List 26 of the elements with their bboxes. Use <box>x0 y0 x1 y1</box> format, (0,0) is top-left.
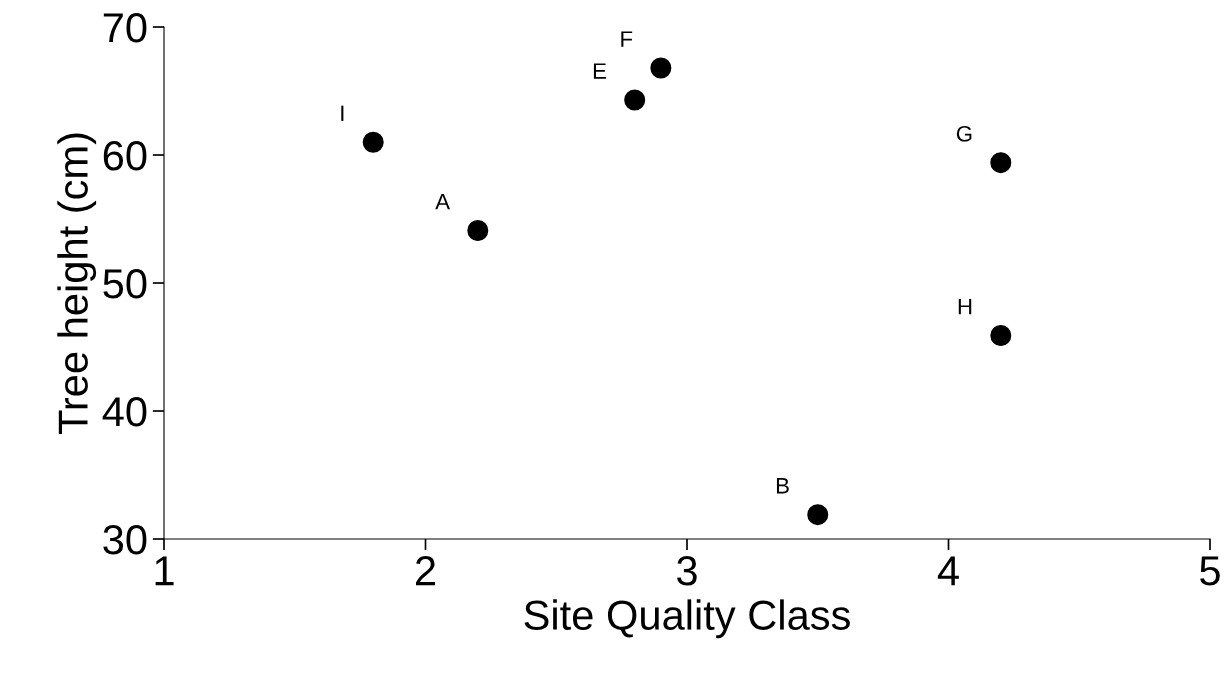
point <box>990 324 1012 346</box>
y-axis-title: Tree height (cm) <box>57 133 97 435</box>
annotation: A <box>435 193 450 210</box>
x-tick-label: 1 <box>155 556 174 586</box>
x-tick-label: 3 <box>677 556 697 586</box>
annotation: B <box>776 478 789 494</box>
point <box>624 89 646 111</box>
x-tick-label: 4 <box>937 556 959 586</box>
annotation: G <box>956 125 972 142</box>
annotation: H <box>958 298 972 315</box>
y-tick-label: 70 <box>103 13 147 43</box>
annotation: E <box>593 63 606 79</box>
point <box>362 131 384 153</box>
point <box>467 220 489 242</box>
point <box>807 504 829 526</box>
y-tick-label: 40 <box>102 397 147 427</box>
annotation: F <box>621 31 633 47</box>
x-tick-label: 2 <box>416 556 435 586</box>
x-tick-label: 5 <box>1200 556 1220 586</box>
point <box>990 152 1012 174</box>
y-tick-label: 30 <box>103 525 147 555</box>
x-axis-title: Site Quality Class <box>524 599 850 639</box>
y-tick-label: 50 <box>103 269 147 299</box>
point <box>650 57 672 79</box>
y-tick-label: 60 <box>103 141 147 171</box>
annotation: I <box>341 105 344 121</box>
